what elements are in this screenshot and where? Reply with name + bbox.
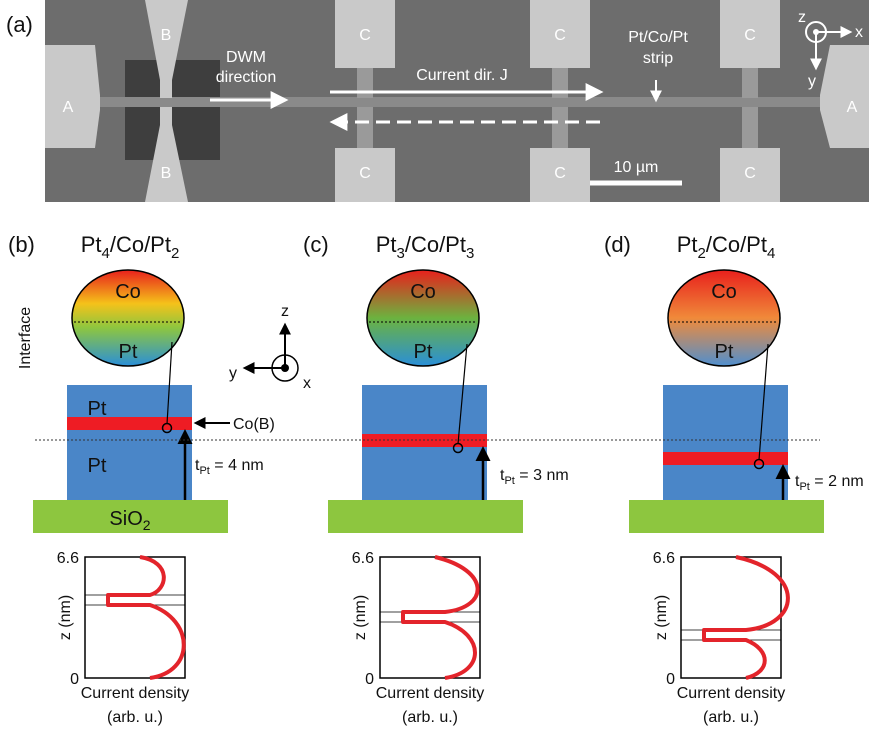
pad-label: B <box>161 27 172 44</box>
x-axis-label: Current density <box>81 685 190 702</box>
title-part: /Co/Pt <box>405 232 466 257</box>
ellipse-label: Co <box>115 281 141 303</box>
panel-label: (c) <box>303 232 329 257</box>
pt-stack <box>67 385 192 500</box>
current-profile <box>704 557 788 678</box>
thickness-part: Pt <box>199 465 209 477</box>
axis-label: x <box>303 375 311 392</box>
scale-bar-label: 10 µm <box>614 159 659 176</box>
ellipse-label: Co <box>711 281 737 303</box>
figure: (a) A B B C C C C C C A DWM direction Cu… <box>0 0 869 731</box>
pt-stack <box>663 385 788 500</box>
axis-label: y <box>808 73 816 90</box>
axis-label: x <box>855 24 863 41</box>
pad-label: C <box>744 27 756 44</box>
current-profile <box>108 557 184 678</box>
thickness-part: = 4 nm <box>210 457 264 474</box>
y-axis-label: z (nm) <box>352 595 369 640</box>
y-tick-label: 6.6 <box>352 550 374 567</box>
title-part: Pt <box>677 232 698 257</box>
pad-label: C <box>554 165 566 182</box>
plot-frame <box>380 557 480 678</box>
ellipse-label: Pt <box>119 341 138 363</box>
pad-label: C <box>359 27 371 44</box>
x-axis-label: (arb. u.) <box>107 709 163 726</box>
thickness-label: tPt = 4 nm <box>195 457 264 477</box>
x-axis-label: (arb. u.) <box>703 709 759 726</box>
title-part: 3 <box>396 245 404 262</box>
substrate <box>629 500 824 533</box>
title-part: /Co/Pt <box>706 232 767 257</box>
title-part: Pt <box>376 232 397 257</box>
interface-label: Interface <box>17 307 34 369</box>
ellipse-label: Pt <box>414 341 433 363</box>
title-part: 4 <box>101 245 109 262</box>
y-tick-label: 0 <box>666 671 675 688</box>
thickness-part: Pt <box>504 475 514 487</box>
y-tick-label: 6.6 <box>57 550 79 567</box>
title-part: 2 <box>171 245 179 262</box>
layer-label: Pt <box>88 455 107 477</box>
substrate-part: SiO <box>109 508 142 530</box>
pad-label: C <box>554 27 566 44</box>
panel-title: Pt4/Co/Pt2 <box>81 232 180 262</box>
panel-label: (a) <box>6 12 33 37</box>
y-axis-label: z (nm) <box>653 595 670 640</box>
axis-label: z <box>798 9 806 26</box>
ellipse-label: Co <box>410 281 436 303</box>
x-axis-label: Current density <box>376 685 485 702</box>
y-tick-label: 0 <box>70 671 79 688</box>
dwm-label: direction <box>216 69 276 86</box>
panel-title: Pt3/Co/Pt3 <box>376 232 475 262</box>
pad-label: A <box>847 99 858 116</box>
axis-label: z <box>281 303 289 320</box>
co-layer <box>67 417 192 430</box>
title-part: 2 <box>697 245 705 262</box>
substrate-part: 2 <box>143 517 151 533</box>
thickness-part: = 2 nm <box>810 473 864 490</box>
pad-label: B <box>161 165 172 182</box>
layer-label: Pt <box>88 398 107 420</box>
thickness-label: tPt = 2 nm <box>795 473 864 493</box>
x-axis-label: (arb. u.) <box>402 709 458 726</box>
panel-title: Pt2/Co/Pt4 <box>677 232 776 262</box>
dwm-label: DWM <box>226 49 266 66</box>
panel-label: (d) <box>604 232 631 257</box>
thickness-label: tPt = 3 nm <box>500 467 569 487</box>
axis-label: y <box>229 365 237 382</box>
co-label: Co(B) <box>233 416 275 433</box>
substrate <box>328 500 523 533</box>
y-axis-label: z (nm) <box>57 595 74 640</box>
strip-label: Pt/Co/Pt <box>628 29 688 46</box>
current-label: Current dir. J <box>416 67 508 84</box>
y-tick-label: 6.6 <box>653 550 675 567</box>
thickness-part: Pt <box>799 481 809 493</box>
y-tick-label: 0 <box>365 671 374 688</box>
title-part: 4 <box>767 245 775 262</box>
title-part: /Co/Pt <box>110 232 171 257</box>
panel-label: (b) <box>8 232 35 257</box>
co-layer <box>663 452 788 465</box>
pad-label: A <box>63 99 74 116</box>
ellipse-label: Pt <box>715 341 734 363</box>
title-part: 3 <box>466 245 474 262</box>
pad-label: C <box>359 165 371 182</box>
title-part: Pt <box>81 232 102 257</box>
strip-label: strip <box>643 50 673 67</box>
axes-icon <box>245 325 298 381</box>
pad-label: C <box>744 165 756 182</box>
x-axis-label: Current density <box>677 685 786 702</box>
current-profile <box>403 557 478 678</box>
thickness-part: = 3 nm <box>515 467 569 484</box>
